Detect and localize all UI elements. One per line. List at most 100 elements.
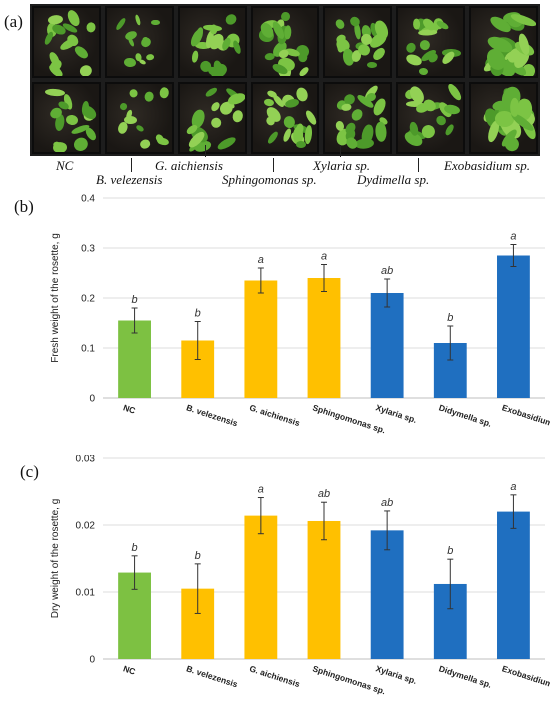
leaf-shape <box>443 123 455 137</box>
photo-label-pointer <box>131 158 132 172</box>
leaf-shape <box>79 103 99 123</box>
leaf-shape <box>334 17 347 31</box>
significance-letter: a <box>321 251 327 263</box>
plant-pot <box>177 6 247 78</box>
plant-pot <box>396 82 466 154</box>
photo-label: G. aichiensis <box>155 158 223 173</box>
leaf-shape <box>215 134 238 152</box>
y-tick-label: 0.03 <box>76 455 96 465</box>
leaf-shape <box>340 103 352 112</box>
leaf-shape <box>210 117 223 129</box>
leaf-shape <box>47 14 64 25</box>
y-axis-label: Fresh weight of the rosette, g <box>50 233 61 363</box>
leaf-shape <box>266 130 280 146</box>
photo-label-pointer <box>418 158 419 172</box>
plant-pot <box>469 82 538 154</box>
leaf-shape <box>190 50 199 64</box>
plant-pot <box>396 6 466 78</box>
x-tick-label: Xylaria sp. <box>375 663 419 686</box>
fresh-weight-chart: 0 0.1 0.2 0.3 0.4 Fresh weight of the rosette… <box>50 194 550 436</box>
leaf-shape <box>417 29 438 36</box>
dry-weight-chart: 0 0.01 0.02 0.03 Dry weight of the rosette, … <box>50 455 550 696</box>
photo-label: B. velezensis <box>96 172 163 187</box>
bar <box>497 511 530 659</box>
bar <box>497 255 530 398</box>
plant-pot <box>323 6 393 78</box>
leaf-shape <box>303 109 318 127</box>
significance-letter: b <box>132 542 138 554</box>
plant-pot <box>104 82 174 154</box>
plant-pot <box>323 82 393 154</box>
leaf-shape <box>355 138 375 150</box>
significance-letter: b <box>195 308 201 320</box>
panel-label-c: (c) <box>20 462 39 481</box>
leaf-shape <box>509 98 519 118</box>
bar <box>370 293 404 398</box>
leaf-shape <box>204 85 219 98</box>
leaf-shape <box>405 100 424 107</box>
leaf-shape <box>114 16 127 31</box>
plant-pot <box>32 6 101 78</box>
leaf-shape <box>133 14 142 27</box>
plant-pot <box>250 82 320 154</box>
significance-letter: b <box>447 312 453 324</box>
significance-letter: a <box>510 481 516 493</box>
leaf-shape <box>298 65 310 76</box>
y-tick-label: 0 <box>89 655 95 666</box>
significance-letter: ab <box>381 497 393 509</box>
leaf-shape <box>145 53 155 61</box>
leaf-shape <box>73 44 91 61</box>
plant-pots-photo <box>30 4 540 156</box>
x-tick-label: Didymella sp. <box>438 402 493 428</box>
leaf-shape <box>418 68 428 76</box>
plant-pot <box>177 82 247 154</box>
leaf-shape <box>123 57 136 68</box>
leaf-shape <box>151 19 160 26</box>
leaf-shape <box>43 31 55 47</box>
x-tick-label: B. velezensis <box>185 663 239 689</box>
photo-label: Xylaria sp. <box>313 158 371 173</box>
photo-label: Exobasidium sp. <box>444 158 530 173</box>
leaf-shape <box>344 135 360 151</box>
photo-label-pointer <box>340 145 341 157</box>
panel-label-a: (a) <box>4 12 23 31</box>
leaf-shape <box>158 87 170 99</box>
leaf-shape <box>283 25 292 40</box>
leaf-shape <box>45 88 66 97</box>
leaf-shape <box>203 23 223 32</box>
x-tick-label: B. velezensis <box>185 402 239 428</box>
significance-letter: a <box>258 254 264 266</box>
leaf-shape <box>52 141 67 152</box>
leaf-shape <box>128 87 139 99</box>
significance-letter: b <box>195 550 201 562</box>
leaf-shape <box>404 52 424 68</box>
leaf-shape <box>135 123 146 133</box>
photo-label-pointer <box>273 158 274 172</box>
y-tick-label: 0.2 <box>81 294 95 305</box>
photo-label: Sphingomonas sp. <box>222 172 317 187</box>
leaf-shape <box>78 62 94 76</box>
significance-letter: b <box>447 545 453 557</box>
leaf-shape <box>139 35 153 50</box>
leaf-shape <box>71 135 90 152</box>
significance-letter: ab <box>381 265 393 277</box>
significance-letter: b <box>132 294 138 306</box>
leaf-shape <box>138 138 152 151</box>
leaf-shape <box>232 39 243 55</box>
y-tick-label: 0.3 <box>81 244 95 255</box>
significance-letter: a <box>510 231 516 243</box>
plant-pot <box>104 6 174 78</box>
leaf-shape <box>349 107 366 123</box>
bar <box>307 520 341 659</box>
x-tick-label: G. aichiensis <box>248 402 301 428</box>
leaf-shape <box>344 120 358 135</box>
leaf-shape <box>366 61 378 68</box>
leaf-shape <box>445 84 464 103</box>
plant-pot <box>32 82 101 154</box>
x-tick-label: Didymella sp. <box>438 663 493 689</box>
x-tick-label: Exobasidium sp. <box>501 663 550 693</box>
leaf-shape <box>64 113 79 126</box>
y-tick-label: 0.1 <box>81 344 95 355</box>
significance-letter: a <box>258 484 264 496</box>
x-tick-label: NC <box>122 663 137 676</box>
